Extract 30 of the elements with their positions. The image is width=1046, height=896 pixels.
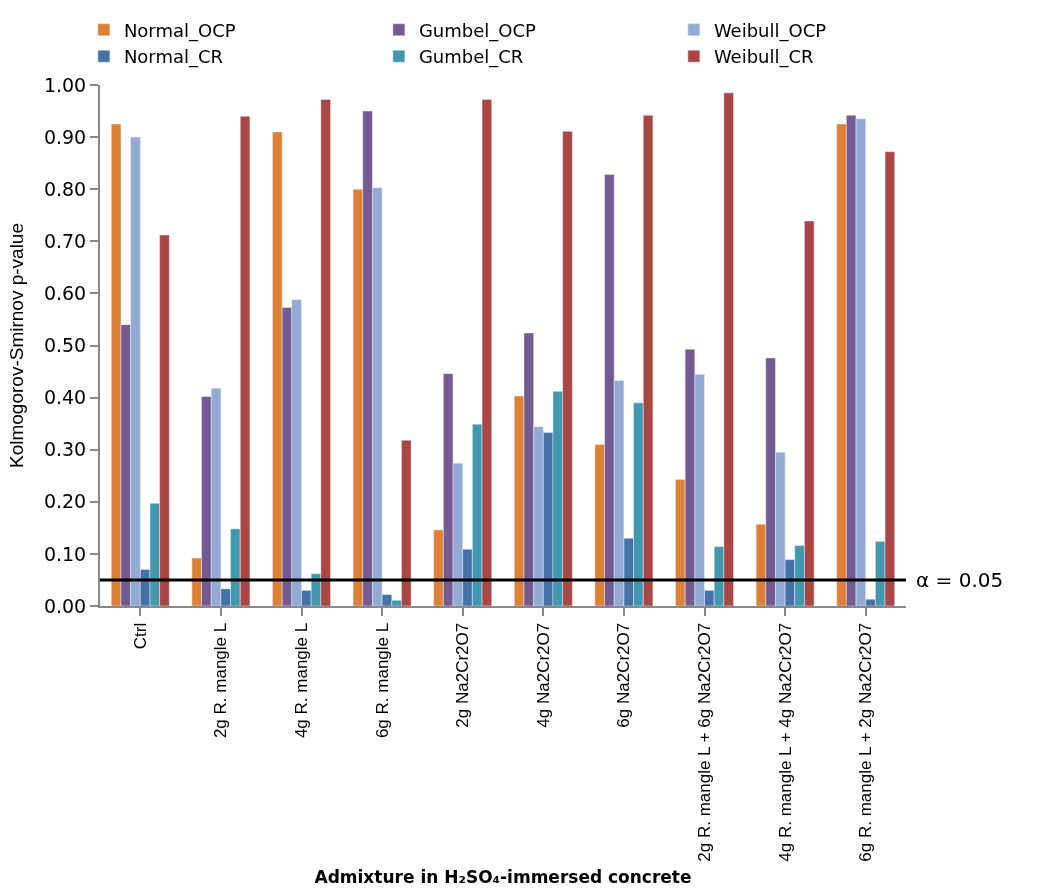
x-tick-label: 4g R. mangle L + 4g Na2Cr2O7: [775, 622, 795, 862]
y-tick-label: 0.00: [43, 594, 87, 617]
x-tick-label: 4g R. mangle L: [292, 622, 312, 739]
y-tick-label: 0.60: [43, 282, 87, 305]
x-tick-label: 2g Na2Cr2O7: [453, 622, 473, 728]
x-axis-title: Admixture in H₂SO₄-immersed concrete: [314, 866, 692, 887]
x-tick-label: 6g R. mangle L: [372, 622, 392, 739]
y-tick-label: 1.00: [43, 73, 87, 96]
y-axis-title: Kolmogorov-Smirnov p-value: [6, 223, 28, 468]
x-tick-label: 2g R. mangle L: [211, 622, 231, 739]
y-tick-label: 0.30: [43, 438, 87, 461]
legend-label: Normal_CR: [123, 46, 224, 69]
y-tick-label: 0.20: [43, 490, 87, 513]
legend-label: Normal_OCP: [123, 19, 236, 42]
y-tick-label: 0.50: [43, 334, 87, 357]
x-tick-label: Ctrl: [130, 622, 150, 650]
x-tick-label: 2g R. mangle L + 6g Na2Cr2O7: [695, 622, 715, 862]
y-tick-label: 0.80: [43, 177, 87, 200]
y-tick-label: 0.40: [43, 386, 87, 409]
ref-line-label: α = 0.05: [916, 568, 1004, 592]
x-tick-label: 4g Na2Cr2O7: [533, 622, 553, 728]
y-tick-label: 0.10: [43, 542, 87, 565]
legend-label: Gumbel_OCP: [418, 19, 537, 42]
y-tick-label: 0.70: [43, 229, 87, 252]
legend-label: Weibull_CR: [713, 46, 814, 69]
legend-label: Weibull_OCP: [713, 19, 827, 42]
x-tick-label: 6g Na2Cr2O7: [614, 622, 634, 728]
x-tick-label: 6g R. mangle L + 2g Na2Cr2O7: [856, 622, 876, 862]
legend-label: Gumbel_CR: [418, 46, 524, 69]
y-tick-label: 0.90: [43, 125, 87, 148]
